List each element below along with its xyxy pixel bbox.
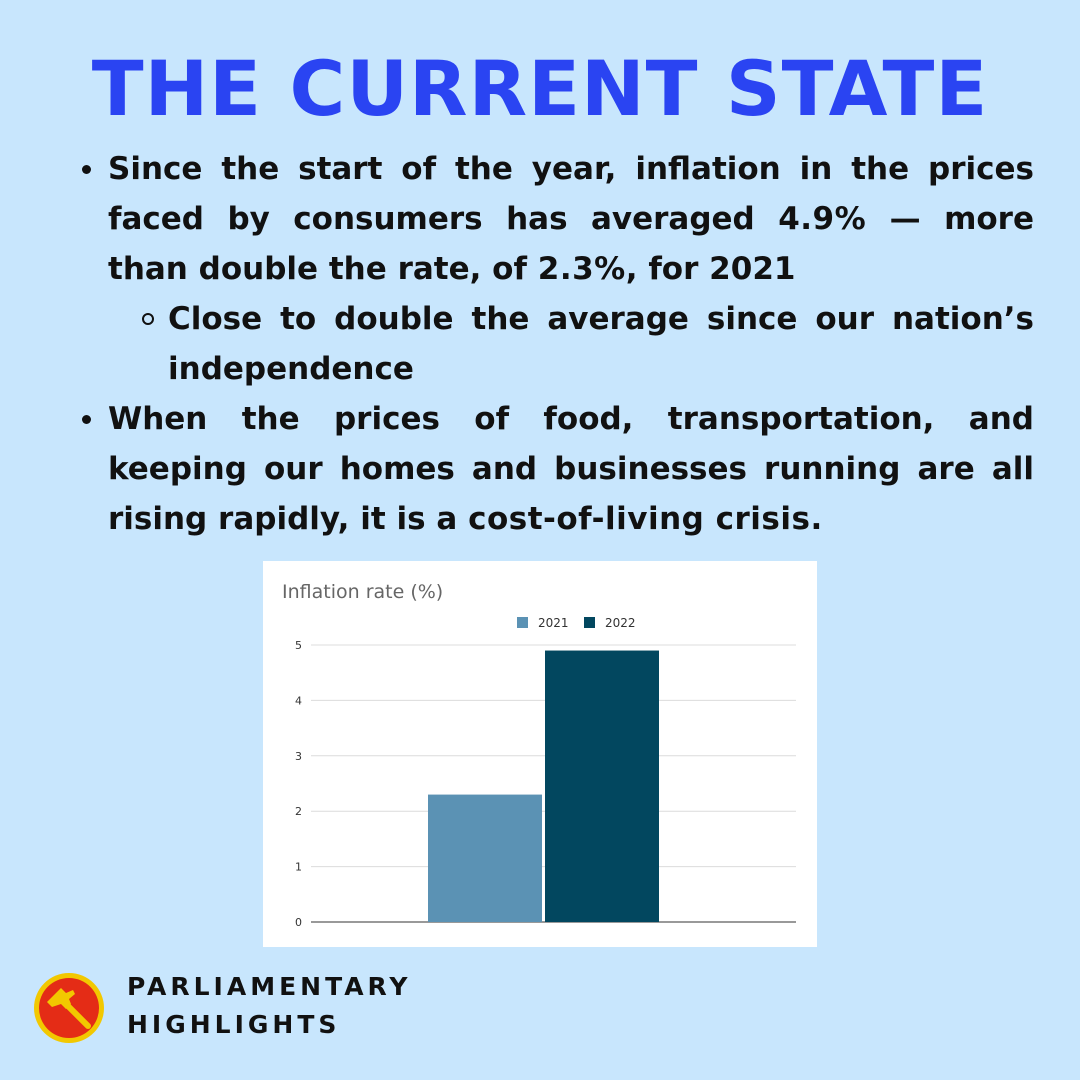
- content-list: Since the start of the year, inflation i…: [80, 144, 1034, 544]
- footer-label: PARLIAMENTARY HIGHLIGHTS: [127, 968, 412, 1044]
- bullet-dot: [82, 415, 91, 424]
- chart-title: Inflation rate (%): [282, 581, 443, 603]
- bullet-2-highlight: cost-of-living crisis: [468, 501, 811, 537]
- bullet-dot: [82, 165, 91, 174]
- y-tick-label: 3: [295, 750, 302, 763]
- bullet-2-text-b: .: [810, 501, 823, 537]
- legend-label-2021: 2021: [538, 616, 569, 630]
- footer-line-1: PARLIAMENTARY: [127, 972, 412, 1001]
- bullet-1-text-b: — more than double the rate, of: [108, 201, 1034, 287]
- bullet-item-2: When the prices of food, transportation,…: [80, 394, 1034, 544]
- legend-swatch-2022: [584, 617, 595, 628]
- y-tick-label: 2: [295, 805, 302, 818]
- y-tick-label: 0: [295, 916, 302, 929]
- hammer-logo-icon: [34, 973, 104, 1043]
- sub-bullet-text: Close to double the average since our na…: [168, 301, 1034, 387]
- bullet-1-text-c: , for 2021: [625, 251, 796, 287]
- chart-svg: Inflation rate (%) 0 1 2 3 4 5 2021 2022: [282, 581, 796, 929]
- sub-bullet-item: Close to double the average since our na…: [80, 294, 1034, 394]
- bullet-1-highlight-b: 2.3%: [537, 251, 626, 287]
- legend-label-2022: 2022: [605, 616, 636, 630]
- y-tick-label: 1: [295, 861, 302, 874]
- y-tick-label: 5: [295, 639, 302, 652]
- sub-bullet-ring: [142, 313, 154, 325]
- bullet-1-highlight-a: 4.9%: [778, 201, 867, 237]
- page-title: THE CURRENT STATE: [91, 44, 989, 133]
- inflation-chart: Inflation rate (%) 0 1 2 3 4 5 2021 2022: [263, 561, 817, 947]
- bar-2021: [428, 794, 542, 922]
- bullet-item-1: Since the start of the year, inflation i…: [80, 144, 1034, 294]
- legend-swatch-2021: [517, 617, 528, 628]
- y-tick-label: 4: [295, 694, 302, 707]
- bullet-1-text-a: Since the start of the year, inflation i…: [108, 151, 1034, 237]
- footer-line-2: HIGHLIGHTS: [127, 1010, 341, 1039]
- bar-2022: [545, 650, 659, 922]
- bullet-2-text-a: When the prices of food, transportation,…: [108, 401, 1034, 537]
